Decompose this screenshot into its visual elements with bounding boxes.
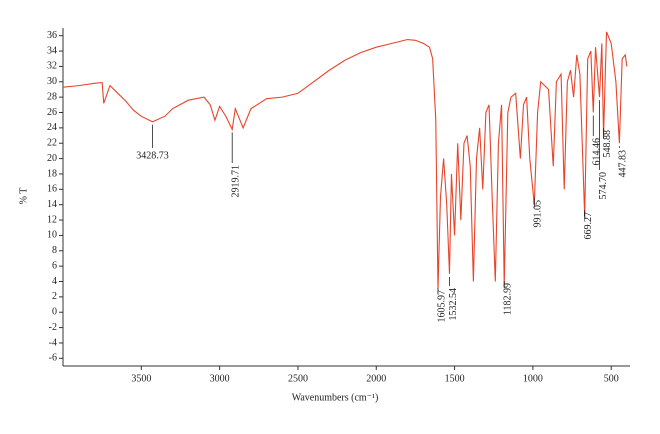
peak-label: 1182.99 bbox=[503, 283, 514, 315]
x-tick-label: 2500 bbox=[288, 373, 308, 384]
peak-label: 1605.97 bbox=[436, 290, 447, 323]
spectrum-line bbox=[62, 31, 628, 290]
peak-label: 614.46 bbox=[592, 138, 603, 166]
x-tick-label: 3500 bbox=[131, 373, 151, 384]
y-tick-label: 34 bbox=[47, 45, 57, 56]
x-tick-label: 1500 bbox=[445, 373, 465, 384]
y-tick-label: -4 bbox=[49, 337, 57, 348]
y-axis-label: % T bbox=[18, 188, 29, 205]
y-tick-label: 22 bbox=[47, 138, 57, 149]
peak-label: 574.70 bbox=[598, 172, 609, 200]
peak-label: 548.88 bbox=[602, 130, 613, 158]
x-tick-label: 500 bbox=[604, 373, 619, 384]
y-tick-label: 0 bbox=[52, 307, 57, 318]
y-tick-label: 30 bbox=[47, 76, 57, 87]
y-tick-label: 14 bbox=[47, 199, 57, 210]
y-tick-label: 24 bbox=[47, 122, 57, 133]
y-tick-label: 4 bbox=[52, 276, 57, 287]
peak-label: 447.83 bbox=[618, 150, 629, 178]
peak-label: 669.27 bbox=[583, 212, 594, 240]
y-tick-label: 26 bbox=[47, 107, 57, 118]
peak-label: 3428.73 bbox=[136, 150, 169, 161]
peak-label: 1532.54 bbox=[448, 288, 459, 321]
x-tick-label: 2000 bbox=[366, 373, 386, 384]
y-tick-label: 6 bbox=[52, 260, 57, 271]
y-tick-label: 16 bbox=[47, 184, 57, 195]
y-tick-label: 28 bbox=[47, 91, 57, 102]
peak-label: 2919.71 bbox=[231, 165, 242, 198]
y-tick-label: 32 bbox=[47, 61, 57, 72]
y-tick-label: 18 bbox=[47, 168, 57, 179]
x-tick-label: 1000 bbox=[523, 373, 543, 384]
y-tick-label: -6 bbox=[49, 353, 57, 364]
peak-label: 991.05 bbox=[533, 200, 544, 228]
y-tick-label: 2 bbox=[52, 291, 57, 302]
y-tick-label: 36 bbox=[47, 30, 57, 41]
y-tick-label: 12 bbox=[47, 214, 57, 225]
y-tick-label: -2 bbox=[49, 322, 57, 333]
y-tick-label: 20 bbox=[47, 153, 57, 164]
y-tick-label: 8 bbox=[52, 245, 57, 256]
x-axis-label: Wavenumbers (cm⁻¹) bbox=[292, 392, 379, 403]
y-tick-label: 10 bbox=[47, 230, 57, 241]
x-tick-label: 3000 bbox=[210, 373, 230, 384]
